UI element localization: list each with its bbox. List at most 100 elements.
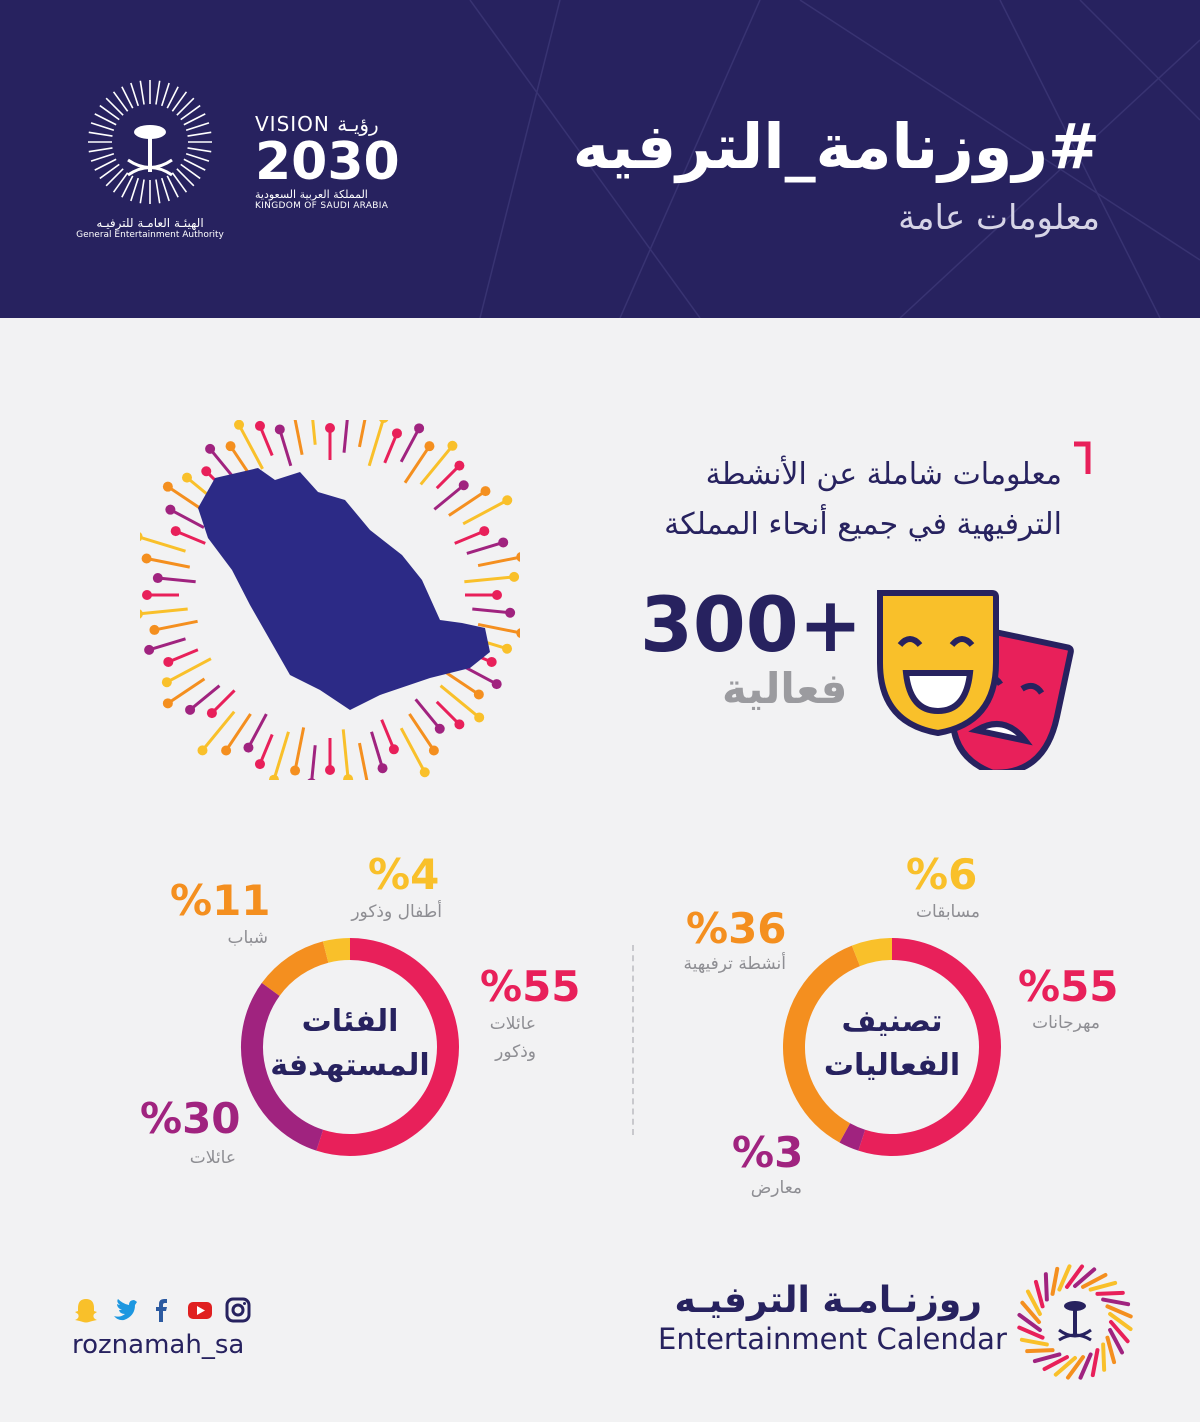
category-label-activities: أنشطة ترفيهية [683,954,786,974]
logo-ray [187,131,212,137]
logo-ray [160,82,170,107]
audience-slice-2 [261,941,329,997]
burst-ray [435,700,461,726]
burst-dot [505,607,516,618]
burst-ray [357,420,367,448]
burst-ray [169,508,205,529]
burst-ray [293,727,306,771]
events-count-label: فعالية [722,664,848,713]
burst-ray [208,447,236,480]
logo-swirl-stroke [1109,1320,1130,1344]
pct-label-kids-males: %4 [368,850,440,899]
social-icons [72,1296,252,1324]
audience-donut-title: الفئات المستهدفة [248,1000,452,1088]
corner-bracket-icon [1074,441,1091,474]
logo-swirl-stroke [1108,1328,1125,1355]
burst-dot [205,443,216,454]
logo-ray [88,147,113,153]
burst-ray [403,445,431,484]
burst-dot [434,723,445,734]
logo-ray [121,86,134,109]
burst-ray [357,742,369,780]
burst-ray [414,698,441,730]
burst-dot [325,423,335,433]
burst-dot [206,708,217,719]
burst-dot [181,472,192,483]
burst-dot [491,679,502,690]
youtube-icon[interactable] [186,1296,214,1324]
authority-name-ar: الهيئـة العامـة للترفيـه [96,216,204,230]
pct-label-exhibitions: %3 [732,1128,804,1177]
burst-ray [342,420,349,453]
social-handle[interactable]: roznamah_sa [72,1330,245,1360]
category-label-families-males-1: عائلات [489,1014,536,1034]
events-donut-chart [783,938,1001,1156]
logo-swirl-stroke [1020,1300,1041,1324]
logo-ray [160,177,170,202]
header-band: الهيئـة العامـة للترفيـه General Enterta… [0,0,1200,318]
logo-swirl-stroke [1019,1337,1049,1347]
twitter-icon[interactable] [110,1296,138,1324]
logo-ray [139,179,145,204]
burst-ray [258,733,274,765]
burst-ray [175,529,206,545]
logo-swirl-stroke [1095,1290,1125,1296]
burst-ray [201,710,236,752]
burst-dot [473,689,484,700]
logo-swirl-stroke [1053,1356,1077,1377]
burst-ray [272,731,290,780]
category-label-youth: شباب [227,928,268,948]
vision-country-ar: المملكة العربية السعودية [255,188,368,201]
logo-ray [180,163,201,180]
instagram-icon[interactable] [224,1296,252,1324]
burst-ray [380,719,396,750]
logo-swirl-stroke [1025,1289,1042,1316]
burst-ray [383,432,399,464]
events-count-value: 300+ [640,580,863,669]
logo-ray [185,122,210,132]
logo-ray [155,80,161,105]
brand-name-ar: روزنـامـة الترفيـه [674,1280,982,1321]
burst-ray [311,420,317,445]
logo-swirl-stroke [1088,1280,1118,1292]
burst-ray [462,664,498,686]
burst-ray [441,668,480,696]
burst-ray [477,555,520,568]
burst-dot [419,767,430,778]
burst-ray [462,498,508,526]
events-slice-1 [839,1123,866,1151]
logo-swirl-stroke [1081,1272,1108,1289]
burst-ray [167,648,199,664]
burst-dot [388,744,399,755]
burst-ray [464,575,515,584]
burst-ray [341,729,350,780]
logo-ray [90,122,115,132]
page-title: #روزنامة_الترفيه [572,110,1100,183]
audience-donut-title-line-2: المستهدفة [270,1048,430,1083]
events-slice-0 [858,938,1001,1156]
logo-ray [130,177,140,202]
burst-dot [447,440,458,451]
pct-label-festivals: %55 [1018,962,1119,1011]
logo-ray [112,91,129,112]
logo-ray [171,91,188,112]
intro-text: معلومات شاملة عن الأنشطة الترفيهية في جم… [592,450,1062,550]
entertainment-calendar-logo [1017,1264,1133,1380]
logo-ray [90,152,115,162]
burst-ray [367,420,385,467]
burst-dot [486,656,497,667]
burst-dot [502,495,513,506]
logo-ray [99,163,120,180]
saudi-map-shape [198,468,490,710]
burst-ray [466,541,504,555]
snapchat-icon[interactable] [72,1296,100,1324]
pct-label-youth: %11 [170,876,271,925]
logo-swirl-stroke [1101,1342,1107,1372]
facebook-icon[interactable] [148,1296,176,1324]
audience-slice-0 [316,938,459,1156]
burst-ray [439,684,481,719]
logo-ray [166,175,179,198]
burst-dot [274,424,285,435]
logo-ray [94,158,117,171]
burst-dot [414,423,425,434]
